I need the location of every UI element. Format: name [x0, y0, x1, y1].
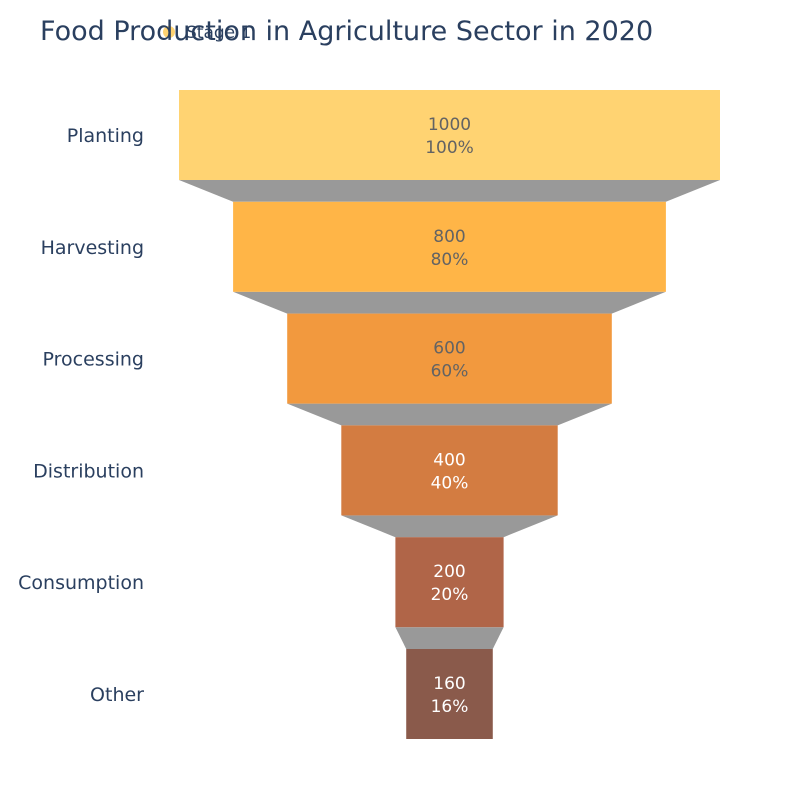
- value-label-processing: 600: [433, 339, 465, 359]
- category-label-planting: Planting: [67, 125, 144, 147]
- funnel-connector-planting: [179, 180, 720, 202]
- funnel-connector-consumption: [395, 627, 504, 649]
- funnel-bars: [179, 90, 720, 739]
- legend-label-stage-1[interactable]: Stage 1: [186, 23, 251, 43]
- percent-label-planting: 100%: [425, 138, 474, 158]
- funnel-connectors: [179, 180, 720, 649]
- percent-label-processing: 60%: [431, 362, 469, 382]
- legend-swatch-stage-1[interactable]: [163, 26, 175, 38]
- funnel-connector-processing: [287, 403, 612, 426]
- funnel-bar-other[interactable]: [406, 649, 493, 739]
- value-label-consumption: 200: [433, 562, 465, 582]
- funnel-bar-planting[interactable]: [179, 90, 720, 180]
- legend[interactable]: Stage 1: [163, 23, 251, 43]
- percent-label-distribution: 40%: [431, 473, 469, 493]
- funnel-connector-harvesting: [233, 291, 666, 314]
- category-label-distribution: Distribution: [33, 460, 144, 482]
- funnel-connector-distribution: [341, 515, 558, 538]
- percent-label-harvesting: 80%: [431, 250, 469, 270]
- percent-label-other: 16%: [431, 697, 469, 717]
- percent-label-consumption: 20%: [431, 585, 469, 605]
- category-label-other: Other: [90, 684, 144, 706]
- funnel-bar-harvesting[interactable]: [233, 201, 666, 292]
- funnel-bar-processing[interactable]: [287, 313, 612, 404]
- category-label-processing: Processing: [43, 349, 144, 371]
- funnel-bar-distribution[interactable]: [341, 425, 558, 516]
- value-label-distribution: 400: [433, 450, 465, 470]
- category-label-consumption: Consumption: [18, 572, 144, 594]
- value-label-other: 160: [433, 674, 465, 694]
- value-labels: 1000 100% 800 80% 600 60% 400 40% 200 20% 160 16%: [425, 115, 474, 717]
- funnel-bar-consumption[interactable]: [395, 537, 504, 628]
- value-label-planting: 1000: [428, 115, 471, 135]
- chart-title: Food Production in Agriculture Sector in…: [40, 16, 653, 47]
- category-label-harvesting: Harvesting: [41, 237, 144, 259]
- value-label-harvesting: 800: [433, 227, 465, 247]
- category-labels: Planting Harvesting Processing Distribution…: [18, 125, 144, 706]
